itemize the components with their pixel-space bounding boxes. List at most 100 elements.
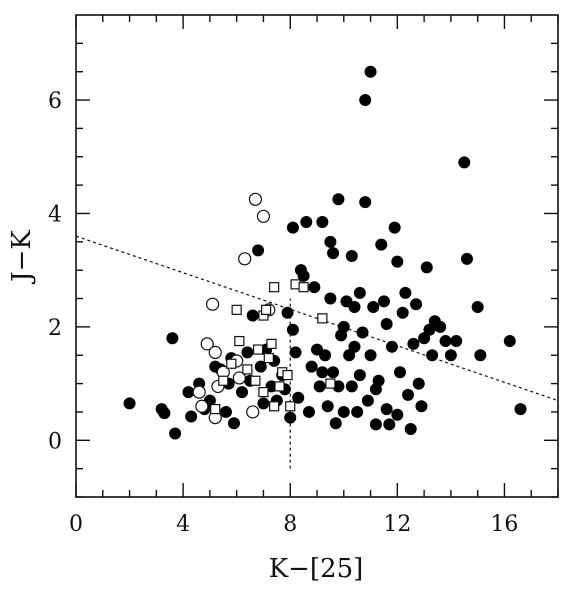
- open-square-point: [231, 304, 242, 315]
- axis-ticks: [75, 15, 559, 498]
- open-square-point: [269, 282, 280, 293]
- open-circle-point: [248, 192, 263, 206]
- filled-circle-point: [292, 391, 305, 404]
- filled-circle-point: [281, 306, 294, 319]
- open-circle-point: [195, 399, 209, 413]
- filled-circle-point: [289, 346, 302, 359]
- filled-circle-point: [348, 340, 361, 353]
- filled-circle-point: [407, 337, 420, 350]
- filled-circle-point: [359, 196, 372, 209]
- filled-circle-point: [324, 292, 337, 305]
- filled-circle-point: [319, 349, 332, 362]
- filled-circle-point: [458, 156, 471, 169]
- filled-circle-point: [353, 369, 366, 382]
- filled-circle-point: [321, 400, 334, 413]
- x-tick-label: 0: [69, 512, 83, 537]
- filled-circle-point: [313, 380, 326, 393]
- filled-circle-point: [286, 323, 299, 336]
- open-square-point: [285, 401, 296, 412]
- filled-circle-point: [404, 422, 417, 435]
- y-tick-label: 0: [48, 429, 62, 454]
- filled-circle-point: [286, 221, 299, 234]
- filled-circle-point: [332, 193, 345, 206]
- open-square-point: [252, 344, 264, 355]
- open-circle-point: [200, 337, 214, 351]
- open-square-point: [274, 381, 285, 392]
- filled-circle-point: [166, 332, 179, 345]
- filled-circle-point: [351, 405, 364, 418]
- filled-circle-point: [308, 281, 321, 294]
- filled-circle-point: [329, 417, 342, 430]
- filled-circle-point: [359, 94, 372, 107]
- open-square-point: [266, 338, 277, 349]
- filled-circle-point: [444, 349, 457, 362]
- filled-circle-point: [345, 380, 358, 393]
- open-square-point: [298, 282, 309, 293]
- filled-circle-point: [503, 335, 516, 348]
- filled-circle-point: [327, 247, 340, 260]
- dotted-guide-line: [75, 235, 559, 402]
- filled-circle-point: [394, 366, 407, 379]
- filled-circle-point: [385, 340, 398, 353]
- filled-circle-point: [182, 386, 195, 399]
- filled-circle-point: [300, 215, 313, 228]
- open-square-point: [258, 386, 269, 398]
- filled-circle-point: [337, 405, 350, 418]
- filled-circle-point: [471, 301, 484, 314]
- y-tick-label: 2: [48, 316, 62, 341]
- filled-circle-point: [364, 65, 377, 78]
- data-points: [123, 65, 527, 440]
- open-square-point: [261, 304, 272, 315]
- x-axis-title: K−[25]: [269, 554, 364, 584]
- filled-circle-point: [327, 366, 340, 379]
- filled-circle-point: [241, 346, 254, 359]
- filled-circle-point: [337, 320, 350, 333]
- filled-circle-point: [185, 410, 198, 423]
- filled-circle-point: [364, 349, 377, 362]
- filled-circle-point: [412, 377, 425, 390]
- filled-circle-point: [305, 360, 318, 373]
- y-tick-label: 6: [48, 89, 62, 114]
- filled-circle-point: [324, 235, 337, 248]
- filled-circle-point: [420, 261, 433, 274]
- filled-circle-point: [356, 326, 369, 339]
- filled-circle-point: [377, 295, 390, 308]
- filled-circle-point: [369, 418, 382, 431]
- filled-circle-point: [361, 394, 374, 407]
- filled-circle-point: [410, 298, 423, 311]
- open-square-point: [317, 313, 328, 324]
- filled-circle-point: [316, 215, 329, 228]
- y-axis-title: J−K: [7, 230, 37, 285]
- x-tick-label: 8: [283, 512, 297, 537]
- open-circle-point: [246, 405, 260, 419]
- open-square-point: [263, 352, 274, 364]
- filled-circle-point: [402, 388, 415, 401]
- filled-circle-point: [345, 250, 358, 262]
- filled-circle-point: [514, 403, 527, 416]
- filled-circle-point: [348, 301, 361, 314]
- filled-circle-point: [396, 306, 409, 319]
- filled-circle-point: [227, 417, 240, 430]
- plot-frame: [75, 14, 559, 498]
- open-square-point: [226, 358, 237, 369]
- open-square-point: [242, 364, 253, 375]
- open-square-point: [269, 401, 280, 412]
- filled-circle-point: [415, 400, 428, 413]
- filled-circle-point: [375, 238, 388, 251]
- filled-circle-point: [460, 252, 473, 265]
- y-tick-label: 4: [48, 202, 62, 227]
- filled-circle-point: [123, 397, 136, 410]
- filled-circle-point: [284, 411, 297, 424]
- filled-circle-point: [399, 286, 412, 299]
- x-tick-label: 16: [490, 512, 518, 537]
- open-circle-point: [238, 252, 252, 266]
- open-square-point: [250, 375, 261, 386]
- filled-circle-point: [297, 269, 310, 282]
- filled-circle-point: [254, 360, 267, 373]
- filled-circle-point: [302, 405, 315, 418]
- open-circle-point: [192, 385, 206, 399]
- x-tick-label: 4: [176, 512, 190, 537]
- filled-circle-point: [316, 366, 329, 379]
- filled-circle-point: [391, 255, 404, 268]
